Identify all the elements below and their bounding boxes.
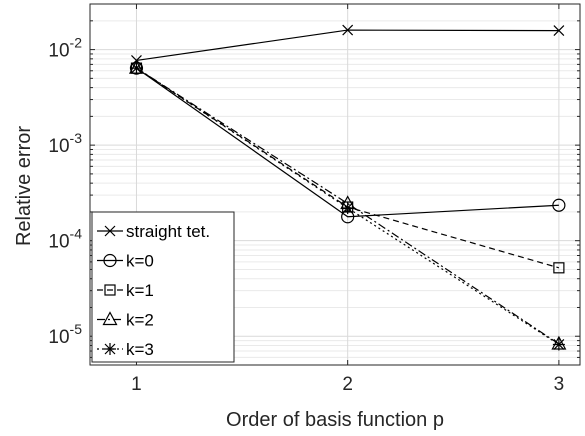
data-point [552, 338, 565, 351]
series-line [136, 67, 559, 218]
y-tick-label: 10-2 [48, 35, 82, 62]
legend-box [91, 211, 235, 363]
legend-item: k=2 [97, 311, 154, 330]
y-tick-label: 10-3 [48, 130, 82, 157]
x-tick-label: 2 [342, 374, 353, 395]
x-axis-title: Order of basis function p [226, 409, 444, 431]
data-point [553, 25, 565, 37]
y-axis-title: Relative error [13, 126, 35, 246]
legend-label: k=3 [126, 340, 154, 359]
legend-label: straight tet. [126, 222, 210, 241]
legend-item: k=0 [97, 252, 154, 271]
data-point [342, 24, 354, 36]
legend-label: k=2 [126, 311, 154, 330]
y-tick-label: 10-4 [48, 226, 82, 253]
legend-marker [104, 225, 116, 237]
legend-marker [102, 311, 118, 326]
y-tick-label: 10-5 [48, 321, 82, 348]
legend: straight tet. k=0 k=1 k=2 k=3 [91, 211, 235, 363]
legend-item: k=1 [97, 281, 154, 300]
legend-label: k=0 [126, 252, 154, 271]
plot-frame [89, 3, 581, 366]
legend-marker [104, 284, 116, 296]
legend-item: straight tet. [97, 222, 210, 241]
legend-marker [104, 343, 116, 355]
series-line [136, 67, 560, 345]
x-tick-label: 1 [131, 374, 142, 395]
tick-layer: 1 2 3 10-5 10-4 10-3 10-2 [48, 3, 580, 395]
series-line [136, 67, 560, 345]
legend-label: k=1 [126, 281, 154, 300]
series-layer [128, 24, 567, 351]
series-k-3 [130, 62, 565, 351]
data-point [341, 201, 354, 214]
legend-item: k=3 [97, 340, 154, 359]
x-tick-label: 3 [554, 374, 565, 395]
data-point [552, 198, 566, 212]
data-point [130, 62, 143, 75]
legend-marker [103, 253, 117, 268]
data-point [553, 262, 565, 274]
